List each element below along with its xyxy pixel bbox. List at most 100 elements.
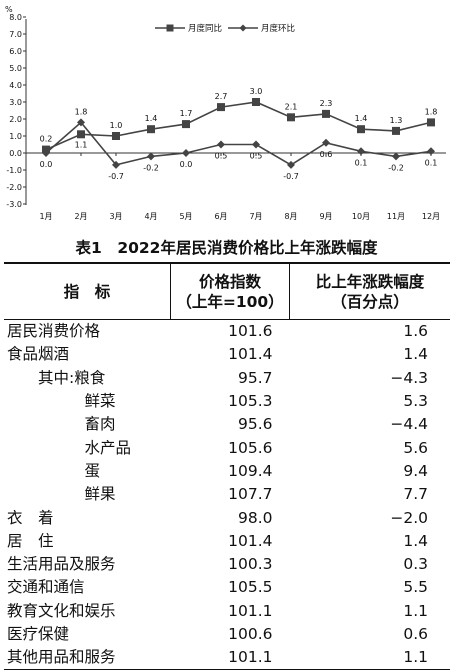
cpi-line-chart: % 8.0 7.0 6.0 5.0 4.0 3.0 2.0 1.0 0.0 -1.0 -2.0 -3.… <box>5 5 446 221</box>
series-lines <box>42 98 435 169</box>
table-row: 生活用品及服务 100.3 0.3 <box>4 553 450 576</box>
table-header-row: 指 标 价格指数 （上年=100） 比上年涨跌幅度 （百分点） <box>4 262 450 320</box>
row-indicator: 其他用品和服务 <box>4 646 171 670</box>
point-mom <box>252 140 260 149</box>
y-tick-label: -1.0 <box>6 166 22 175</box>
x-tick-label: 12月 <box>422 212 440 221</box>
x-tick-label: 1月 <box>39 212 52 221</box>
x-tick-label: 9月 <box>319 212 332 221</box>
legend-label-mom: 月度环比 <box>261 23 295 34</box>
table-header: 指 标 价格指数 （上年=100） 比上年涨跌幅度 （百分点） <box>4 262 450 320</box>
row-change: 1.1 <box>289 646 450 670</box>
series-line-mom <box>45 121 432 166</box>
point-mom <box>112 160 120 169</box>
data-label-yoy: 1.0 <box>110 121 123 130</box>
row-change: 5.6 <box>403 438 428 457</box>
data-label-mom: 1.8 <box>75 107 88 116</box>
data-label-mom: 0.0 <box>40 160 53 169</box>
row-price-index: 95.6 <box>237 415 273 434</box>
point-mom <box>182 149 190 157</box>
row-change: −4.4 <box>390 415 428 434</box>
table-row: 畜肉 95.6 −4.4 <box>4 413 450 436</box>
point-yoy <box>77 130 85 139</box>
y-tick-label: 0.0 <box>9 149 22 158</box>
data-label-yoy: 2.3 <box>320 99 333 108</box>
row-indicator: 居 住 <box>7 531 54 550</box>
row-indicator: 居民消费价格 <box>7 322 101 341</box>
legend-marker-square <box>166 24 174 32</box>
data-label-yoy: 1.4 <box>145 114 158 123</box>
data-label-yoy: 1.8 <box>425 107 438 116</box>
table-row: 其中:粮食 95.7 −4.3 <box>4 367 450 390</box>
row-change: −4.3 <box>390 368 428 387</box>
point-yoy <box>357 125 365 134</box>
data-label-mom: 0.5 <box>215 152 228 161</box>
point-mom <box>77 118 85 127</box>
y-tick-label: -2.0 <box>6 183 22 192</box>
point-yoy <box>182 120 190 129</box>
row-indicator: 医疗保健 <box>7 625 70 643</box>
x-tick-label: 10月 <box>352 212 370 221</box>
row-indicator: 畜肉 <box>7 415 116 434</box>
data-label-mom: 0.0 <box>180 160 193 169</box>
data-label-mom: 0.5 <box>250 152 263 161</box>
y-unit-label: % <box>5 5 13 14</box>
x-tick-label: 7月 <box>249 212 262 221</box>
row-change: 0.3 <box>403 555 428 574</box>
row-price-index: 101.6 <box>228 322 273 341</box>
data-label-mom: -0.7 <box>108 172 124 181</box>
data-label-yoy: 1.3 <box>390 116 403 125</box>
row-change: 0.6 <box>403 625 428 643</box>
point-mom <box>217 140 225 149</box>
row-change: 5.3 <box>403 392 428 411</box>
point-mom <box>392 152 400 161</box>
x-tick-label: 2月 <box>74 212 87 221</box>
point-mom <box>147 152 155 161</box>
row-change: 1.4 <box>403 345 428 364</box>
y-tick-label: 1.0 <box>9 132 22 141</box>
data-label-yoy: 0.2 <box>40 135 53 144</box>
y-tick-label: 2.0 <box>9 115 22 124</box>
legend-label-yoy: 月度同比 <box>188 23 222 34</box>
data-label-mom: -0.2 <box>388 163 404 172</box>
row-indicator: 水产品 <box>7 438 132 457</box>
data-label-yoy: 1.1 <box>75 140 88 149</box>
table-body: 居民消费价格 101.6 1.6 食品烟酒 101.4 1.4 其中:粮食 95.7 −4.3… <box>4 320 450 670</box>
data-label-mom: -0.7 <box>283 172 299 181</box>
point-yoy <box>392 126 400 135</box>
y-tick-label: 8.0 <box>9 13 22 22</box>
x-tick-label: 4月 <box>144 212 157 221</box>
row-price-index: 105.3 <box>228 392 273 411</box>
header-price-index: 价格指数 （上年=100） <box>170 262 290 320</box>
table-row: 医疗保健 100.6 0.6 <box>4 623 450 646</box>
point-yoy <box>322 109 330 118</box>
y-tick-label: 7.0 <box>9 30 22 39</box>
header-price-index-line1: 价格指数 <box>198 272 261 291</box>
point-mom <box>427 147 435 156</box>
point-yoy <box>217 103 225 112</box>
row-change: 5.5 <box>403 578 428 597</box>
table-row: 其他用品和服务 101.1 1.1 <box>4 646 450 670</box>
point-mom <box>42 149 50 157</box>
x-axis-ticks: 1月 2月 3月 4月 5月 6月 7月 8月 9月 10月 11月 12月 <box>39 153 440 221</box>
data-label-mom: 0.1 <box>425 158 438 167</box>
data-label-yoy: 3.0 <box>250 87 263 96</box>
row-price-index: 95.7 <box>237 368 273 387</box>
row-price-index: 107.7 <box>228 485 273 504</box>
x-tick-label: 11月 <box>387 212 405 221</box>
row-indicator: 交通和通信 <box>7 578 85 597</box>
table-row: 交通和通信 105.5 5.5 <box>4 576 450 599</box>
point-yoy <box>147 125 155 134</box>
table-row: 鲜菜 105.3 5.3 <box>4 390 450 413</box>
table-row: 居 住 101.4 1.4 <box>4 530 450 553</box>
point-yoy <box>427 118 435 127</box>
row-indicator: 教育文化和娱乐 <box>7 601 116 620</box>
series-line-yoy <box>45 101 432 151</box>
table-row: 食品烟酒 101.4 1.4 <box>4 343 450 366</box>
row-change: 7.7 <box>403 485 428 504</box>
table-title: 表1 2022年居民消费价格比上年涨跌幅度 <box>75 239 378 257</box>
data-label-mom: 0.6 <box>320 150 333 159</box>
row-indicator: 衣 着 <box>7 508 54 527</box>
x-tick-label: 6月 <box>214 212 227 221</box>
table-row: 蛋 109.4 9.4 <box>4 460 450 483</box>
